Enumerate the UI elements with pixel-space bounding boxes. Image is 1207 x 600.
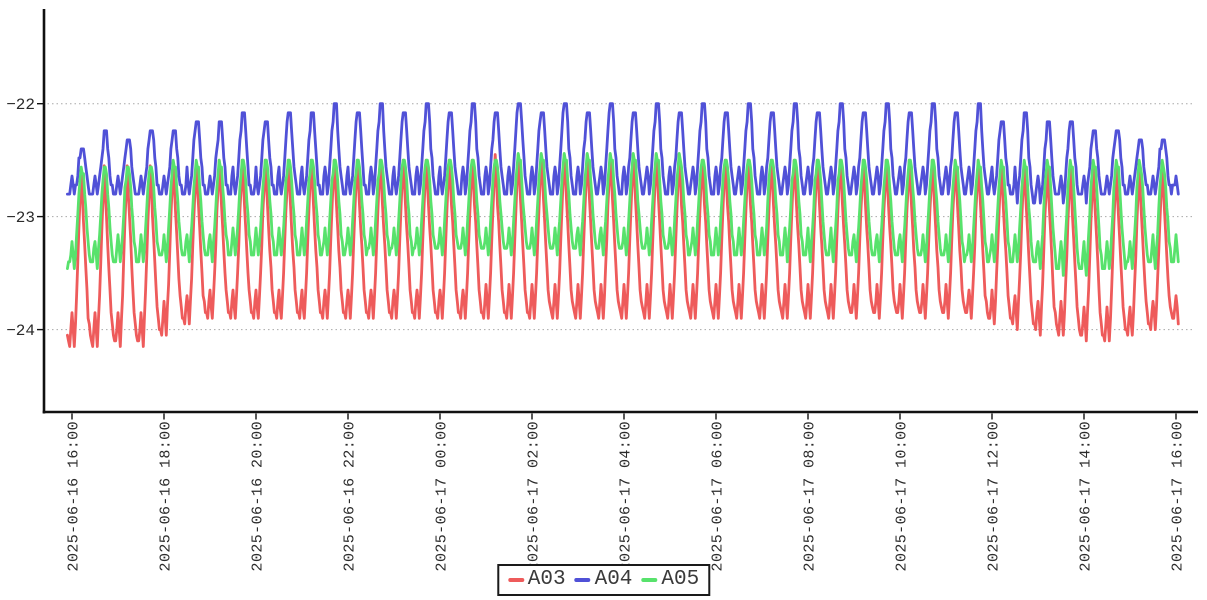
y-tick-label: −23 xyxy=(6,209,35,227)
x-tick-label: 2025-06-17 16:00 xyxy=(1170,421,1187,571)
a05-line-swatch-icon xyxy=(641,577,658,582)
x-tick-label: 2025-06-16 18:00 xyxy=(158,421,175,571)
x-tick-label: 2025-06-17 02:00 xyxy=(526,421,543,571)
x-tick-label: 2025-06-17 04:00 xyxy=(618,421,635,571)
x-tick-label: 2025-06-17 08:00 xyxy=(802,421,819,571)
a03-line-swatch-icon xyxy=(507,577,524,582)
x-tick-label: 2025-06-17 14:00 xyxy=(1078,421,1095,571)
x-tick-label: 2025-06-17 00:00 xyxy=(434,421,451,571)
legend-label-a05: A05 xyxy=(661,568,700,591)
x-tick-label: 2025-06-17 12:00 xyxy=(986,421,1003,571)
series-layer xyxy=(66,102,1180,348)
series-line-a05 xyxy=(66,151,1180,277)
x-tick-label: 2025-06-16 16:00 xyxy=(66,421,83,571)
a04-line-swatch-icon xyxy=(574,577,591,582)
series-line-a03 xyxy=(66,153,1180,348)
legend-label-a03: A03 xyxy=(527,568,566,591)
x-tick-label: 2025-06-16 22:00 xyxy=(342,421,359,571)
legend: A03 A04 A05 xyxy=(496,564,711,596)
x-tick-label: 2025-06-17 10:00 xyxy=(894,421,911,571)
y-tick-label: −24 xyxy=(6,322,35,340)
axes-layer: −22 −23 −24 2025-06-16 16:00 2025-06-16 18:0… xyxy=(6,9,1198,571)
legend-label-a04: A04 xyxy=(594,568,633,591)
legend-item-a04: A04 xyxy=(574,568,633,591)
legend-item-a03: A03 xyxy=(507,568,566,591)
x-tick-label: 2025-06-16 20:00 xyxy=(250,421,267,571)
y-tick-label: −22 xyxy=(6,96,35,114)
legend-item-a05: A05 xyxy=(641,568,699,591)
x-tick-label: 2025-06-17 06:00 xyxy=(710,421,727,571)
series-line-a04 xyxy=(66,102,1180,205)
